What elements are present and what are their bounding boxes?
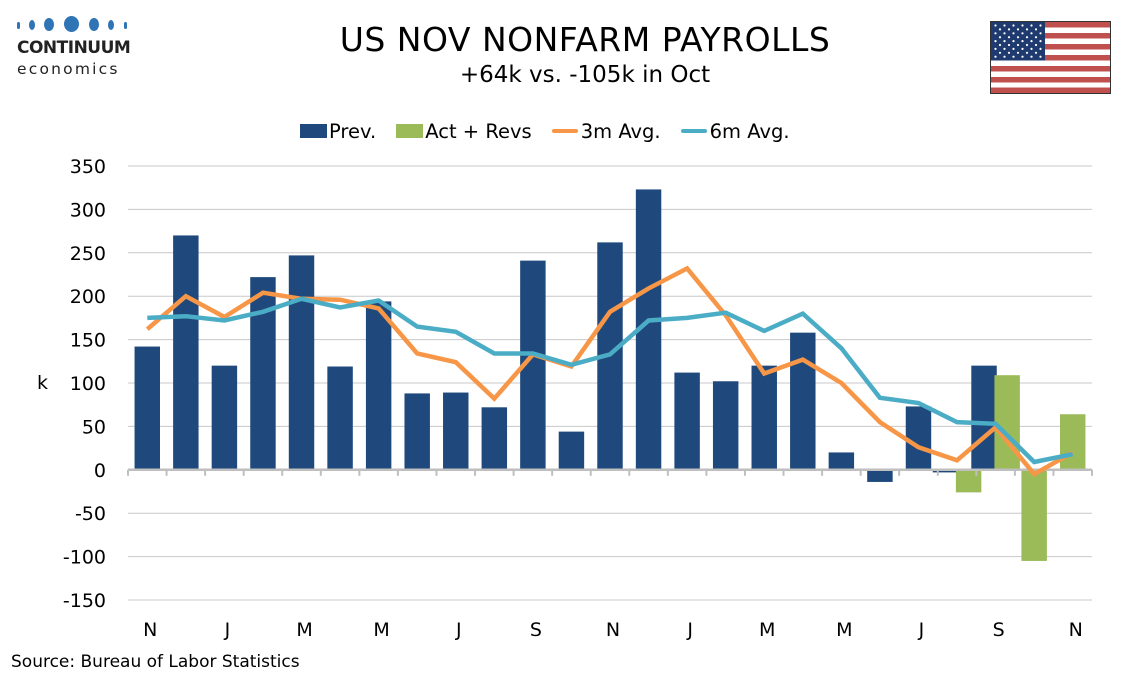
legend-item-3m: 3m Avg. bbox=[551, 119, 661, 143]
bar-prev bbox=[751, 365, 777, 470]
x-tick-label: M bbox=[296, 619, 312, 641]
y-tick-label: 100 bbox=[70, 373, 106, 395]
bar-act-revs bbox=[1021, 469, 1047, 561]
bar-prev bbox=[404, 393, 430, 470]
y-tick-label: -100 bbox=[63, 547, 106, 569]
legend-item-prev: Prev. bbox=[300, 120, 376, 143]
chart-title: US NOV NONFARM PAYROLLS bbox=[339, 20, 831, 59]
legend-item-act: Act + Revs bbox=[396, 119, 532, 143]
bar-prev bbox=[558, 431, 585, 470]
bar-prev bbox=[481, 407, 508, 470]
logo-text-continuum: CONTINUUM bbox=[17, 38, 131, 58]
y-tick-label: 0 bbox=[94, 460, 106, 482]
y-tick-label: 300 bbox=[70, 199, 106, 221]
bar-prev bbox=[365, 301, 392, 470]
y-tick-label: 50 bbox=[82, 416, 106, 438]
x-tick-label: N bbox=[1069, 619, 1083, 641]
us-flag-icon bbox=[990, 21, 1111, 94]
x-tick-label: M bbox=[836, 619, 852, 641]
bar-prev bbox=[327, 366, 353, 470]
legend-label-prev: Prev. bbox=[329, 119, 377, 143]
y-tick-label: -50 bbox=[75, 503, 106, 525]
bar-prev bbox=[443, 392, 469, 470]
bar-prev bbox=[288, 255, 315, 470]
x-tick-label: S bbox=[530, 619, 542, 641]
y-tick-label: -150 bbox=[63, 590, 106, 612]
legend-label-act: Act + Revs bbox=[425, 119, 532, 143]
bar-prev bbox=[250, 277, 276, 470]
bar-prev bbox=[173, 235, 199, 470]
bar-prev bbox=[971, 365, 997, 470]
bar-prev bbox=[867, 469, 893, 482]
logo-text-economics: economics bbox=[17, 60, 120, 78]
chart-subtitle: +64k vs. -105k in Oct bbox=[459, 62, 711, 88]
legend-label-6m: 6m Avg. bbox=[709, 119, 790, 143]
bar-prev bbox=[790, 332, 816, 470]
y-tick-label: 200 bbox=[70, 286, 106, 308]
x-tick-label: S bbox=[993, 619, 1005, 641]
x-tick-label: J bbox=[686, 619, 693, 641]
legend-swatch-act bbox=[396, 124, 424, 138]
bar-prev bbox=[828, 452, 855, 470]
logo-dots-icon bbox=[14, 14, 134, 36]
bar-prev bbox=[211, 365, 238, 470]
bar-act-revs bbox=[955, 469, 982, 493]
x-tick-label: M bbox=[373, 619, 389, 641]
bar-prev bbox=[905, 406, 932, 470]
y-axis-label: k bbox=[37, 372, 49, 394]
legend-item-6m: 6m Avg. bbox=[680, 119, 790, 143]
legend-swatch-prev bbox=[300, 124, 327, 138]
x-tick-label: N bbox=[606, 619, 620, 641]
x-tick-label: J bbox=[455, 619, 462, 641]
y-tick-label: 150 bbox=[70, 330, 106, 352]
legend-swatch-3m bbox=[551, 129, 578, 133]
x-tick-label: N bbox=[143, 619, 157, 641]
source-note: Source: Bureau of Labor Statistics bbox=[11, 652, 300, 672]
bar-prev bbox=[932, 469, 959, 473]
legend: Prev. Act + Revs 3m Avg. 6m Avg. bbox=[300, 118, 810, 144]
bar-prev bbox=[712, 381, 739, 470]
continuum-logo: CONTINUUM economics bbox=[14, 14, 134, 78]
line-6m-avg bbox=[147, 296, 1074, 465]
y-tick-label: 250 bbox=[70, 243, 106, 265]
y-tick-label: 350 bbox=[70, 156, 106, 178]
legend-swatch-6m bbox=[680, 129, 707, 133]
legend-label-3m: 3m Avg. bbox=[580, 119, 661, 143]
x-tick-label: M bbox=[759, 619, 775, 641]
bar-prev bbox=[134, 346, 161, 470]
bar-prev bbox=[674, 372, 700, 470]
x-tick-label: J bbox=[918, 619, 925, 641]
bar-act-revs bbox=[1059, 414, 1086, 470]
x-tick-label: J bbox=[224, 619, 231, 641]
